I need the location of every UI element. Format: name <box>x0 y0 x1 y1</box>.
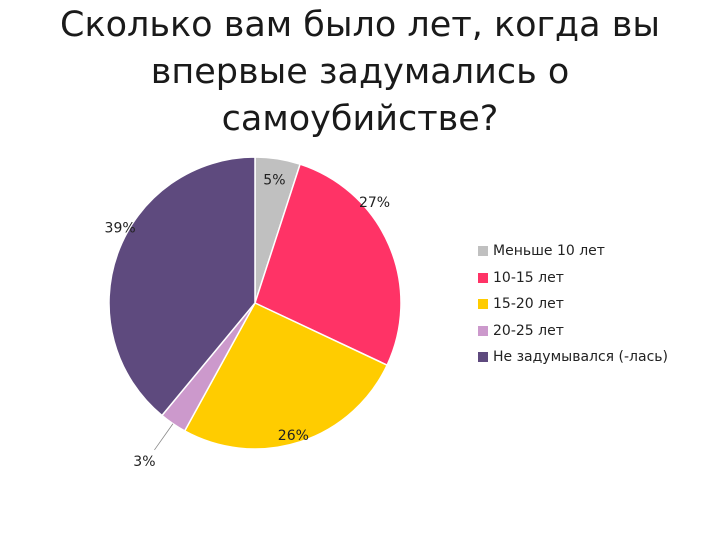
title-line-1: Сколько вам было лет, когда вы <box>60 5 660 45</box>
legend-item-3: 15-20 лет <box>478 291 668 318</box>
legend-label-3: 15-20 лет <box>493 296 564 313</box>
pie-slice-5 <box>108 156 256 417</box>
data-label-2: 27% <box>359 195 390 211</box>
legend-label-5: Не задумывался (-лась) <box>493 349 668 366</box>
chart-legend: Меньше 10 лет 10-15 лет 15-20 лет 20-25 лет… <box>478 238 668 371</box>
legend-item-4: 20-25 лет <box>478 318 668 345</box>
legend-label-4: 20-25 лет <box>493 322 564 339</box>
leader-line-4 <box>154 423 174 451</box>
legend-item-2: 10-15 лет <box>478 265 668 292</box>
legend-label-1: Меньше 10 лет <box>493 243 605 260</box>
title-line-2: впервые задумались о <box>150 52 570 92</box>
pie-slice-2 <box>254 163 402 367</box>
legend-swatch-4 <box>478 325 488 336</box>
legend-swatch-3 <box>478 299 488 310</box>
chart-title: Сколько вам было лет, когда вы впервые з… <box>60 2 660 143</box>
legend-swatch-5 <box>478 352 488 363</box>
data-label-4: 3% <box>133 454 155 470</box>
legend-swatch-1 <box>478 246 488 257</box>
legend-item-1: Меньше 10 лет <box>478 238 668 265</box>
title-line-3: самоубийстве? <box>221 99 499 139</box>
data-label-5: 39% <box>105 220 136 236</box>
data-label-1: 5% <box>263 172 285 188</box>
data-label-3: 26% <box>278 428 309 444</box>
legend-item-5: Не задумывался (-лась) <box>478 344 668 371</box>
legend-swatch-2 <box>478 272 488 283</box>
legend-label-2: 10-15 лет <box>493 269 564 286</box>
